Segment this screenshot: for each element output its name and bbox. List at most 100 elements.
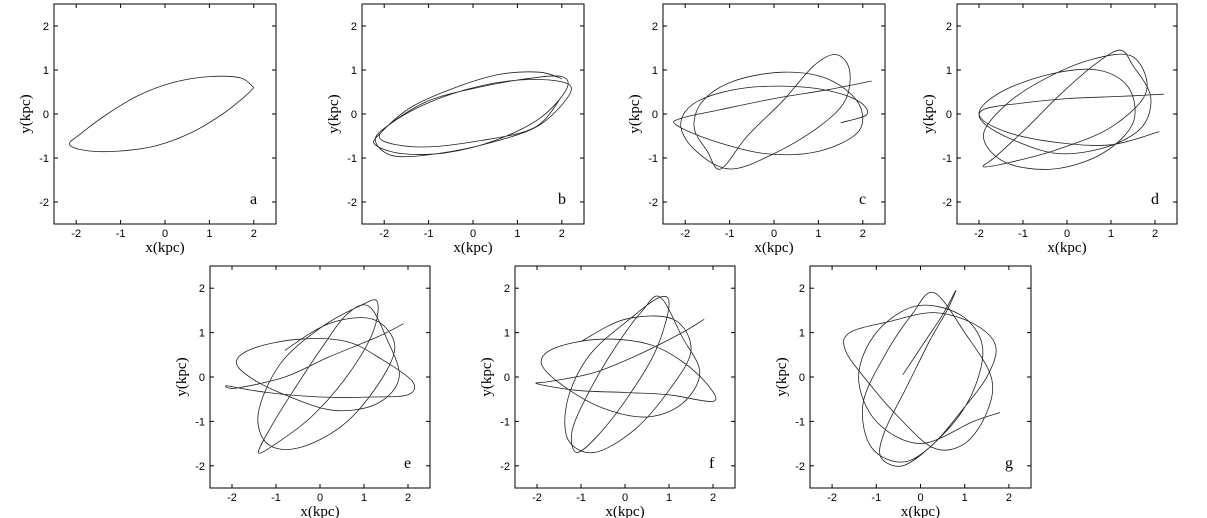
orbit-trace [535, 295, 717, 454]
x-tick-label: -1 [871, 492, 881, 504]
panel-b: -2 -1 0 1 2 -2 -1 0 1 2 x(kpc) y(kpc) b [326, 3, 585, 256]
y-tick-label: 1 [799, 328, 805, 340]
y-tick-label: -1 [39, 153, 49, 165]
panel-label: a [250, 191, 257, 208]
y-tick-label: -2 [942, 197, 952, 209]
x-tick-label: 1 [815, 228, 821, 240]
y-tick-label: -2 [347, 197, 357, 209]
y-tick-label: 1 [504, 328, 510, 340]
x-tick-label: 1 [962, 492, 968, 504]
panel-label: b [558, 191, 566, 208]
orbit-trace [843, 289, 1001, 467]
x-tick-label: 2 [251, 228, 257, 240]
x-tick-label: -2 [827, 492, 837, 504]
panel-d: -2 -1 0 1 2 -2 -1 0 1 2 x(kpc) y(kpc) d [921, 3, 1178, 256]
y-axis-label: y(kpc) [18, 94, 34, 133]
x-tick-label: -2 [680, 228, 690, 240]
y-tick-label: -2 [648, 197, 658, 209]
x-tick-label: 1 [514, 228, 520, 240]
orbit-trace [978, 49, 1164, 170]
panel-label: e [404, 455, 411, 472]
panel-label: d [1151, 191, 1159, 208]
y-tick-label: -1 [648, 153, 658, 165]
x-tick-label: -1 [116, 228, 126, 240]
x-tick-label: 0 [317, 492, 323, 504]
y-tick-label: 0 [946, 109, 952, 121]
y-tick-label: 1 [351, 65, 357, 77]
y-tick-label: -2 [500, 461, 510, 473]
y-tick-label: 2 [199, 283, 205, 295]
orbit-trace [225, 299, 416, 454]
x-tick-label: 0 [771, 228, 777, 240]
y-tick-label: 1 [652, 65, 658, 77]
orbit-trace [68, 75, 255, 153]
x-tick-label: -1 [576, 492, 586, 504]
x-axis-label: x(kpc) [300, 504, 339, 518]
plot-frame [514, 265, 736, 489]
plot-frame [956, 3, 1178, 225]
x-tick-label: -1 [271, 492, 281, 504]
orbit-trace [673, 54, 872, 170]
y-tick-label: -2 [795, 461, 805, 473]
x-tick-label: -2 [974, 228, 984, 240]
x-axis-label: x(kpc) [754, 240, 793, 256]
y-tick-label: 0 [199, 372, 205, 384]
x-tick-label: 2 [1152, 228, 1158, 240]
x-axis-label: x(kpc) [901, 504, 940, 518]
y-tick-label: 1 [199, 328, 205, 340]
y-tick-label: 2 [43, 21, 49, 33]
x-tick-label: 1 [206, 228, 212, 240]
x-tick-label: 1 [1108, 228, 1114, 240]
panel-a: -2 -1 0 1 2 -2 -1 0 1 2 x(kpc) y(kpc) a [18, 3, 277, 256]
x-axis-label: x(kpc) [1047, 240, 1086, 256]
x-tick-label: 0 [162, 228, 168, 240]
plot-frame [361, 3, 585, 225]
x-tick-label: 0 [470, 228, 476, 240]
panel-label: g [1005, 455, 1013, 472]
x-tick-label: 2 [710, 492, 716, 504]
y-axis-label: y(kpc) [174, 357, 190, 396]
y-tick-label: 1 [946, 65, 952, 77]
y-tick-label: -1 [347, 153, 357, 165]
y-tick-label: -2 [195, 461, 205, 473]
plot-frame [662, 3, 886, 225]
y-tick-label: -2 [39, 197, 49, 209]
y-tick-label: 2 [799, 283, 805, 295]
y-axis-label: y(kpc) [921, 94, 937, 133]
x-axis-label: x(kpc) [605, 504, 644, 518]
x-tick-label: -2 [532, 492, 542, 504]
panel-g: -2 -1 0 1 2 -2 -1 0 1 2 x(kpc) y(kpc) g [774, 265, 1032, 518]
x-axis-label: x(kpc) [453, 240, 492, 256]
y-tick-label: 1 [43, 65, 49, 77]
y-tick-label: 0 [652, 109, 658, 121]
y-tick-label: 2 [946, 21, 952, 33]
y-tick-label: 2 [504, 283, 510, 295]
x-tick-label: 2 [559, 228, 565, 240]
panel-label: c [859, 191, 866, 208]
x-tick-label: 2 [405, 492, 411, 504]
orbit-trace [373, 71, 572, 158]
x-axis-label: x(kpc) [145, 240, 184, 256]
panel-f: -2 -1 0 1 2 -2 -1 0 1 2 x(kpc) y(kpc) f [479, 265, 736, 518]
y-tick-label: -1 [795, 416, 805, 428]
plot-frame [53, 3, 277, 225]
x-tick-label: 0 [622, 492, 628, 504]
y-tick-label: 0 [799, 372, 805, 384]
y-tick-label: 2 [652, 21, 658, 33]
x-tick-label: 2 [1006, 492, 1012, 504]
y-tick-label: -1 [942, 153, 952, 165]
y-tick-label: -1 [500, 416, 510, 428]
x-tick-label: 1 [666, 492, 672, 504]
x-tick-label: 0 [1064, 228, 1070, 240]
y-tick-label: 0 [43, 109, 49, 121]
y-tick-label: 2 [351, 21, 357, 33]
y-axis-label: y(kpc) [479, 357, 495, 396]
panel-e: -2 -1 0 1 2 -2 -1 0 1 2 x(kpc) y(kpc) e [174, 265, 431, 518]
y-axis-label: y(kpc) [627, 94, 643, 133]
y-tick-label: 0 [351, 109, 357, 121]
x-tick-label: -1 [725, 228, 735, 240]
x-tick-label: -2 [227, 492, 237, 504]
y-axis-label: y(kpc) [326, 94, 342, 133]
y-axis-label: y(kpc) [774, 357, 790, 396]
